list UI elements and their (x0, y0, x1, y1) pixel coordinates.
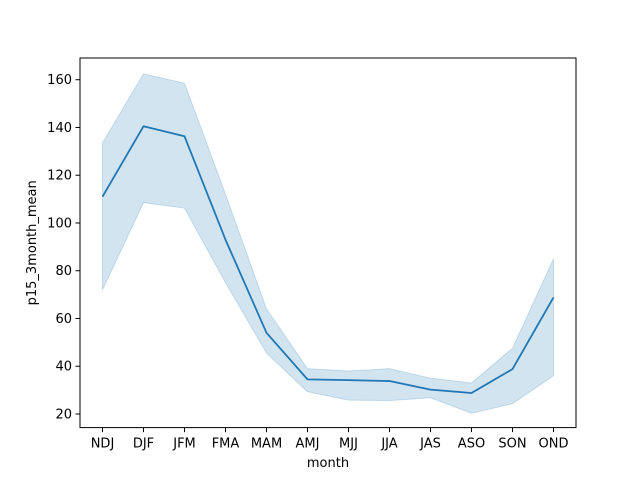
y-tick-label: 60 (55, 312, 72, 327)
x-tick-label: MAM (251, 437, 282, 452)
x-tick-label: NDJ (91, 437, 115, 452)
x-tick-label: JFM (172, 437, 196, 452)
y-tick-label: 140 (47, 121, 72, 136)
data-point (511, 368, 514, 371)
data-point (265, 331, 268, 334)
y-tick-label: 40 (55, 360, 72, 375)
y-tick-label: 100 (47, 216, 72, 231)
data-point (347, 379, 350, 382)
y-axis-ticks: 20 40 60 80 100 120 140 160 (47, 73, 80, 422)
x-tick-label: JJA (380, 437, 397, 452)
x-axis-ticks: NDJ DJF JFM FMA MAM AMJ MJJ JJA JAS ASO SON OND (91, 427, 569, 452)
data-point (183, 135, 186, 138)
x-tick-label: SON (498, 437, 526, 452)
y-tick-label: 80 (55, 264, 72, 279)
data-point (429, 388, 432, 391)
data-point (224, 238, 227, 241)
data-point (470, 391, 473, 394)
data-point (101, 195, 104, 198)
x-tick-label: OND (539, 437, 569, 452)
x-tick-label: JAS (419, 437, 441, 452)
y-axis-label: p15_3month_mean (25, 180, 40, 305)
x-axis-label: month (307, 456, 349, 471)
data-point (142, 125, 145, 128)
x-tick-label: AMJ (296, 437, 320, 452)
x-tick-label: MJJ (339, 437, 358, 452)
y-tick-label: 120 (47, 169, 72, 184)
x-tick-label: DJF (133, 437, 154, 452)
y-tick-label: 160 (47, 73, 72, 88)
data-point (552, 296, 555, 299)
data-point (388, 380, 391, 383)
plot-area (101, 73, 555, 414)
axes-frame (79, 57, 577, 429)
series-line (101, 125, 555, 394)
y-tick-label: 20 (55, 407, 72, 422)
x-tick-label: FMA (212, 437, 240, 452)
data-point (306, 378, 309, 381)
confidence-band (102, 73, 554, 414)
x-tick-label: ASO (458, 437, 485, 452)
